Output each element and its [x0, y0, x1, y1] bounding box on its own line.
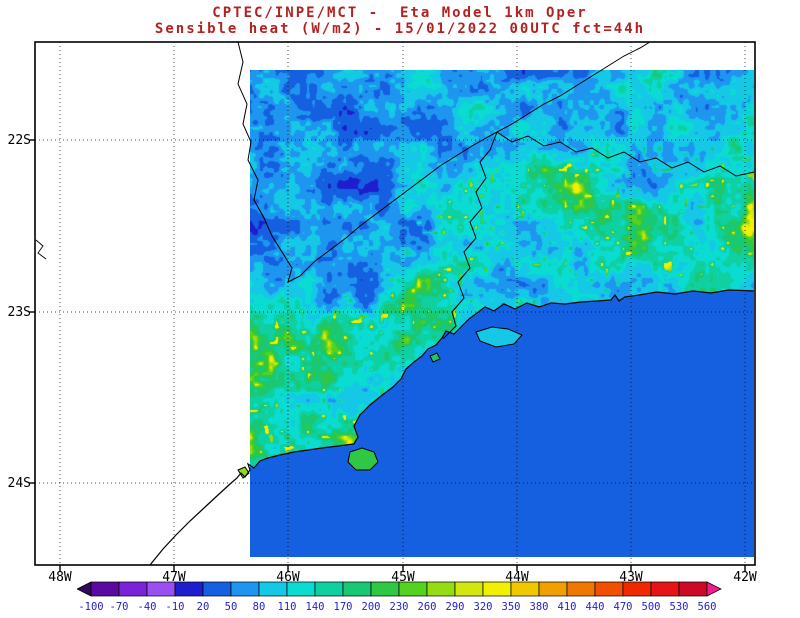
island-shape	[347, 447, 379, 471]
colorbar-tick-label: -10	[166, 601, 185, 613]
colorbar-segment	[454, 581, 484, 597]
colorbar-tick-label: 440	[586, 601, 605, 613]
colorbar-tick-label: 170	[334, 601, 353, 613]
colorbar-tick-label: 380	[530, 601, 549, 613]
state-border-sp-mg	[237, 41, 651, 283]
colorbar-svg: -100 -70 -40 -10 20 50 80 110 140 170 200 230 260 290…	[76, 581, 722, 613]
colorbar-segment	[90, 581, 120, 597]
coastline	[149, 289, 755, 566]
colorbar-tick-label: 560	[698, 601, 717, 613]
colorbar-tick-label: 500	[642, 601, 661, 613]
colorbar-segment	[118, 581, 148, 597]
lon-tick-label: 42W	[733, 570, 757, 585]
colorbar-segment	[314, 581, 344, 597]
colorbar-segment	[426, 581, 456, 597]
colorbar-segment	[678, 581, 708, 597]
island-shape	[237, 466, 250, 479]
colorbar-tick-label: 50	[225, 601, 238, 613]
colorbar-arrow-right	[706, 581, 722, 597]
colorbar-segment	[230, 581, 260, 597]
colorbar-segment	[566, 581, 596, 597]
river-line	[35, 239, 47, 260]
lon-tick-label: 43W	[619, 570, 643, 585]
colorbar-tick-label: 290	[446, 601, 465, 613]
colorbar-tick-label: 200	[362, 601, 381, 613]
colorbar-segment	[202, 581, 232, 597]
colorbar-tick-label: 530	[670, 601, 689, 613]
sensible-heat-field-raster	[250, 70, 754, 557]
island-shape	[429, 352, 441, 363]
chart-subtitle: Sensible heat (W/m2) - 15/01/2022 00UTC …	[154, 21, 646, 37]
colorbar-tick-label: 80	[253, 601, 266, 613]
colorbar-tick-label: 470	[614, 601, 633, 613]
colorbar-segment	[538, 581, 568, 597]
colorbar-tick-label: 320	[474, 601, 493, 613]
colorbar-segment	[342, 581, 372, 597]
plot-frame	[34, 41, 756, 566]
colorbar-tick-label: -40	[138, 601, 157, 613]
state-border-rj-mg	[496, 131, 755, 177]
lat-tick-label: 23S	[7, 305, 31, 320]
lon-tick-label: 46W	[276, 570, 300, 585]
lon-tick-label: 48W	[48, 570, 72, 585]
colorbar-tick-label: 350	[502, 601, 521, 613]
colorbar-tick-label: -100	[78, 601, 103, 613]
colorbar-tick-label: 410	[558, 601, 577, 613]
colorbar-tick-label: 20	[197, 601, 210, 613]
colorbar-legend: -100 -70 -40 -10 20 50 80 110 140 170 200 230 260 290…	[76, 581, 723, 618]
state-border-sp-rj	[442, 131, 498, 339]
lon-tick-label: 44W	[505, 570, 529, 585]
colorbar-tick-label: -70	[110, 601, 129, 613]
colorbar-tick-label: 230	[390, 601, 409, 613]
island-shape	[475, 326, 523, 348]
colorbar-tick-label: 140	[306, 601, 325, 613]
lat-tick-label: 22S	[7, 133, 31, 148]
chart-title: CPTEC/INPE/MCT - Eta Model 1km Oper	[212, 5, 588, 21]
lat-tick-label: 24S	[7, 476, 31, 491]
lon-tick-label: 45W	[391, 570, 415, 585]
colorbar-tick-label: 260	[418, 601, 437, 613]
lon-tick-label: 47W	[162, 570, 186, 585]
colorbar-tick-label: 110	[278, 601, 297, 613]
